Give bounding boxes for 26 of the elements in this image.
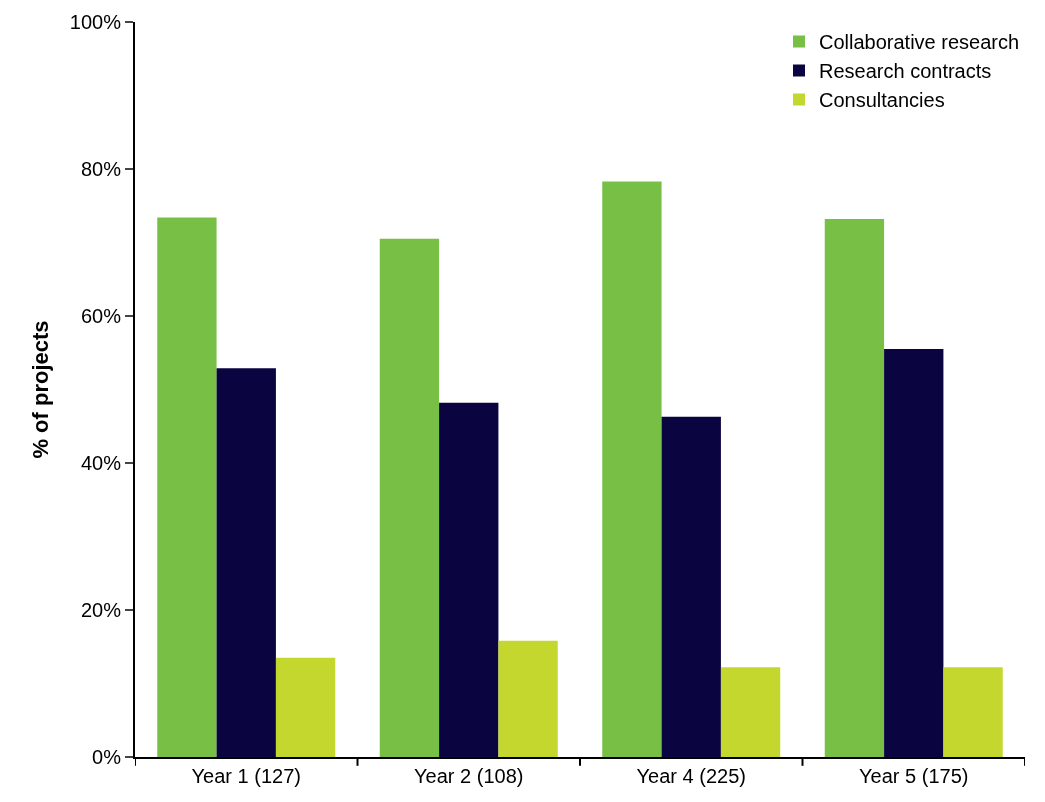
bar: [439, 402, 499, 757]
bar: [157, 217, 217, 757]
bar: [275, 657, 336, 757]
legend-label: Research contracts: [819, 60, 992, 83]
y-tick-label: 20%: [80, 599, 122, 621]
bar: [498, 640, 558, 757]
bar: [379, 238, 440, 757]
x-tick-label: Year 1 (127): [191, 765, 301, 787]
x-tick-label: Year 5 (175): [859, 765, 969, 787]
y-tick-label: 100%: [69, 11, 122, 33]
bar: [661, 416, 721, 757]
legend-label: Consultancies: [819, 89, 945, 112]
bar: [884, 349, 944, 757]
bar: [943, 667, 1003, 757]
y-tick-label: 80%: [80, 158, 122, 180]
legend-label: Collaborative research: [819, 31, 1020, 54]
bar: [602, 181, 662, 757]
y-axis-title: % of projects: [28, 320, 54, 459]
y-tick-label: 40%: [80, 452, 122, 474]
x-tick-label: Year 2 (108): [414, 765, 524, 787]
y-tick-label: 0%: [92, 746, 122, 768]
y-tick-label: 60%: [80, 305, 122, 327]
bar: [216, 368, 276, 757]
bar: [720, 667, 781, 757]
bar: [824, 218, 885, 757]
x-tick-label: Year 4 (225): [636, 765, 746, 787]
